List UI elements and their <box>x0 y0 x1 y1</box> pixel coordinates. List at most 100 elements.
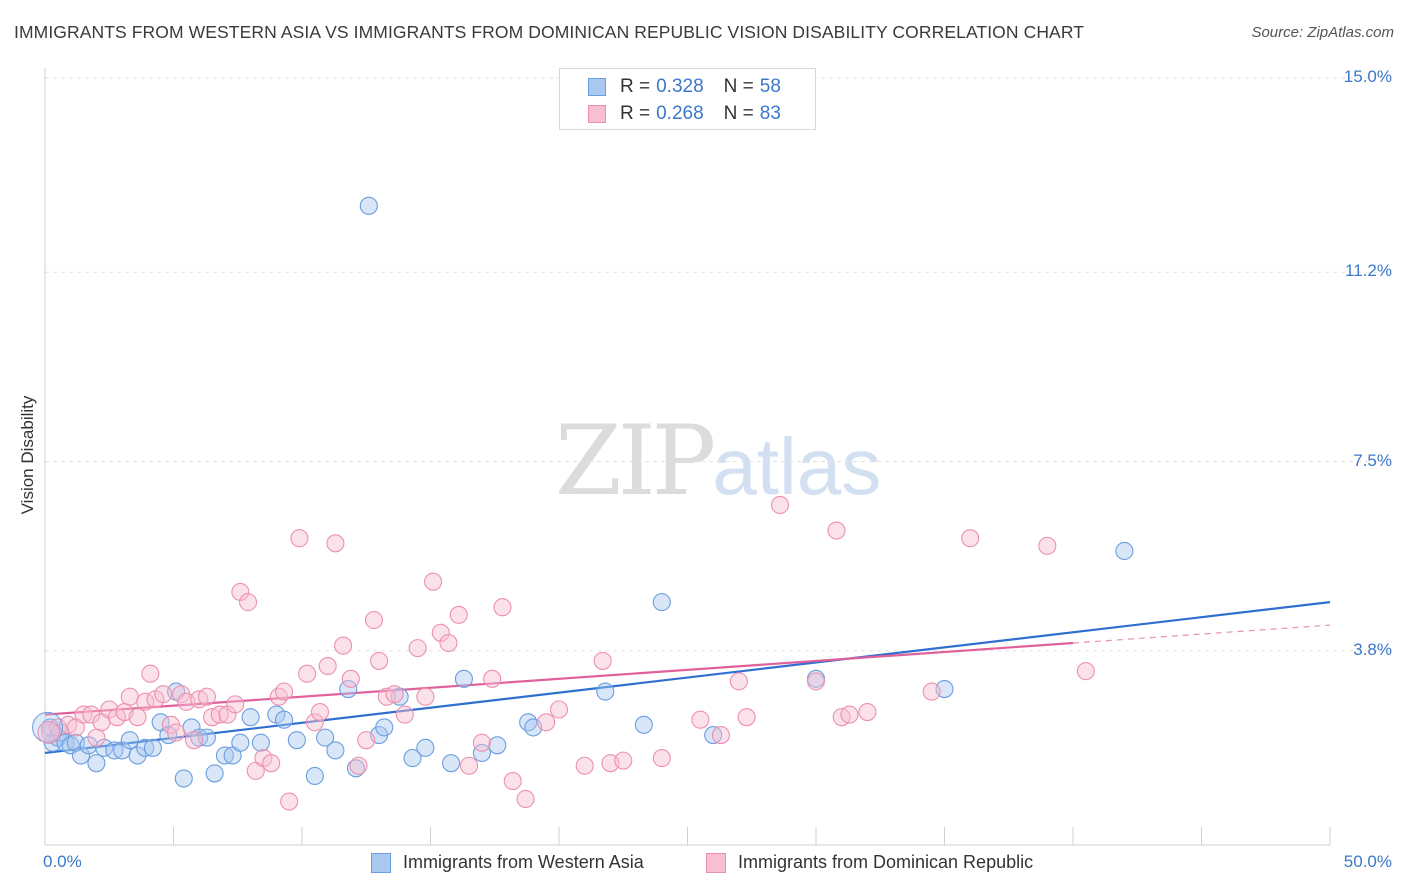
n-label: N = <box>723 76 754 97</box>
legend-item-dominican-republic[interactable]: Immigrants from Dominican Republic <box>706 852 1033 873</box>
dominican-republic-point <box>652 749 671 768</box>
western-asia-point <box>359 196 378 215</box>
western-asia-point <box>215 746 234 765</box>
dominican-republic-point <box>298 664 317 683</box>
dominican-republic-point <box>416 687 435 706</box>
dominican-republic-point <box>806 672 826 691</box>
dominican-republic-point <box>238 593 258 612</box>
dominican-republic-point <box>305 713 324 732</box>
dominican-republic-point <box>136 692 155 711</box>
dominican-republic-point <box>310 703 330 722</box>
western-asia-point <box>190 728 209 747</box>
dominican-republic-point <box>1076 662 1095 681</box>
western-asia-point <box>128 746 147 765</box>
western-asia-point <box>205 764 224 783</box>
western-asia-point <box>454 669 473 688</box>
western-asia-point <box>488 736 507 755</box>
dominican-republic-point <box>197 687 216 706</box>
western-asia-point <box>1115 541 1134 561</box>
western-asia-point <box>95 738 114 757</box>
dominican-republic-point <box>439 633 458 653</box>
western-asia-point <box>71 746 91 765</box>
dominican-republic-point <box>711 726 730 745</box>
dominican-republic-point <box>167 723 186 742</box>
dominican-republic-point <box>503 772 522 791</box>
western-asia-point <box>634 715 653 734</box>
dominican-republic-cluster-point <box>37 721 61 745</box>
dominican-republic-point <box>349 756 368 775</box>
western-asia-point <box>87 754 106 773</box>
dominican-republic-point <box>185 731 204 750</box>
dominican-republic-point <box>1038 536 1057 555</box>
dominican-republic-point <box>575 756 594 775</box>
chart-title: IMMIGRANTS FROM WESTERN ASIA VS IMMIGRAN… <box>14 22 1085 42</box>
dominican-republic-point <box>408 639 427 658</box>
x-tick-max: 50.0% <box>1343 852 1392 871</box>
axes <box>44 68 1331 846</box>
dominican-republic-point <box>74 705 93 724</box>
y-tick-label: 3.8% <box>1353 639 1392 659</box>
dominican-republic-point <box>226 695 245 714</box>
stats-row-western-asia: R = 0.328 N = 58 <box>560 74 781 100</box>
western-asia-point <box>251 733 270 752</box>
dominican-republic-point <box>357 731 376 750</box>
dominican-republic-point <box>141 664 160 683</box>
dominican-republic-point <box>100 700 119 719</box>
western-asia-point <box>403 749 422 768</box>
western-asia-point <box>472 743 491 763</box>
western-asia-point <box>339 679 358 699</box>
y-tick-label: 11.2% <box>1345 261 1392 281</box>
legend-item-western-asia[interactable]: Immigrants from Western Asia <box>371 852 644 873</box>
dominican-republic-point <box>385 685 404 704</box>
western-asia-point <box>143 738 162 757</box>
dominican-republic-point <box>827 521 846 540</box>
western-asia-point <box>704 726 723 745</box>
dominican-republic-point <box>231 582 250 601</box>
dominican-republic-point <box>431 623 450 642</box>
dominican-republic-point <box>483 669 502 688</box>
dominican-republic-point <box>218 705 237 724</box>
dominican-republic-point <box>370 651 389 670</box>
western-asia-point <box>519 713 538 732</box>
western-asia-point <box>305 766 324 786</box>
western-asia-point <box>346 759 366 778</box>
data-points <box>32 196 1134 811</box>
dominican-republic-point <box>516 789 535 809</box>
western-asia-point <box>231 733 250 752</box>
western-asia-point <box>105 741 124 760</box>
n-label: N = <box>723 103 754 124</box>
western-asia-point <box>442 754 461 773</box>
dominican-republic-point <box>858 703 877 722</box>
dominican-republic-point <box>269 687 288 706</box>
blue-swatch <box>371 852 391 873</box>
western-asia-point <box>375 718 394 737</box>
western-asia-point <box>316 728 335 747</box>
western-asia-cluster-point <box>32 711 64 743</box>
dominican-republic-trend-extension <box>1072 624 1331 644</box>
r-value: 0.268 <box>656 103 704 124</box>
dominican-republic-point <box>326 534 345 553</box>
western-asia-point <box>287 731 306 750</box>
r-value: 0.328 <box>656 76 704 97</box>
r-label: R = <box>620 76 651 97</box>
dominican-republic-point <box>318 656 337 676</box>
western-asia-point <box>652 593 671 612</box>
dominican-republic-point <box>472 733 491 752</box>
correlation-stats-box: R = 0.328 N = 58 R = 0.268 N = 83 <box>559 68 816 130</box>
r-label: R = <box>620 103 651 124</box>
western-asia-point <box>174 769 193 788</box>
dominican-republic-point <box>341 669 360 688</box>
gridlines <box>45 77 1390 652</box>
y-tick-label: 7.5% <box>1353 450 1392 470</box>
dominican-republic-point <box>493 598 512 617</box>
dominican-republic-point <box>210 705 229 724</box>
source-credit: Source: ZipAtlas.com <box>1251 24 1394 41</box>
dominican-republic-point <box>840 705 859 724</box>
dominican-republic-point <box>593 651 612 670</box>
western-asia-point <box>326 741 345 760</box>
dominican-republic-point <box>280 792 299 811</box>
dominican-republic-point <box>537 713 556 732</box>
blue-swatch <box>588 78 606 96</box>
dominican-republic-point <box>262 754 281 773</box>
